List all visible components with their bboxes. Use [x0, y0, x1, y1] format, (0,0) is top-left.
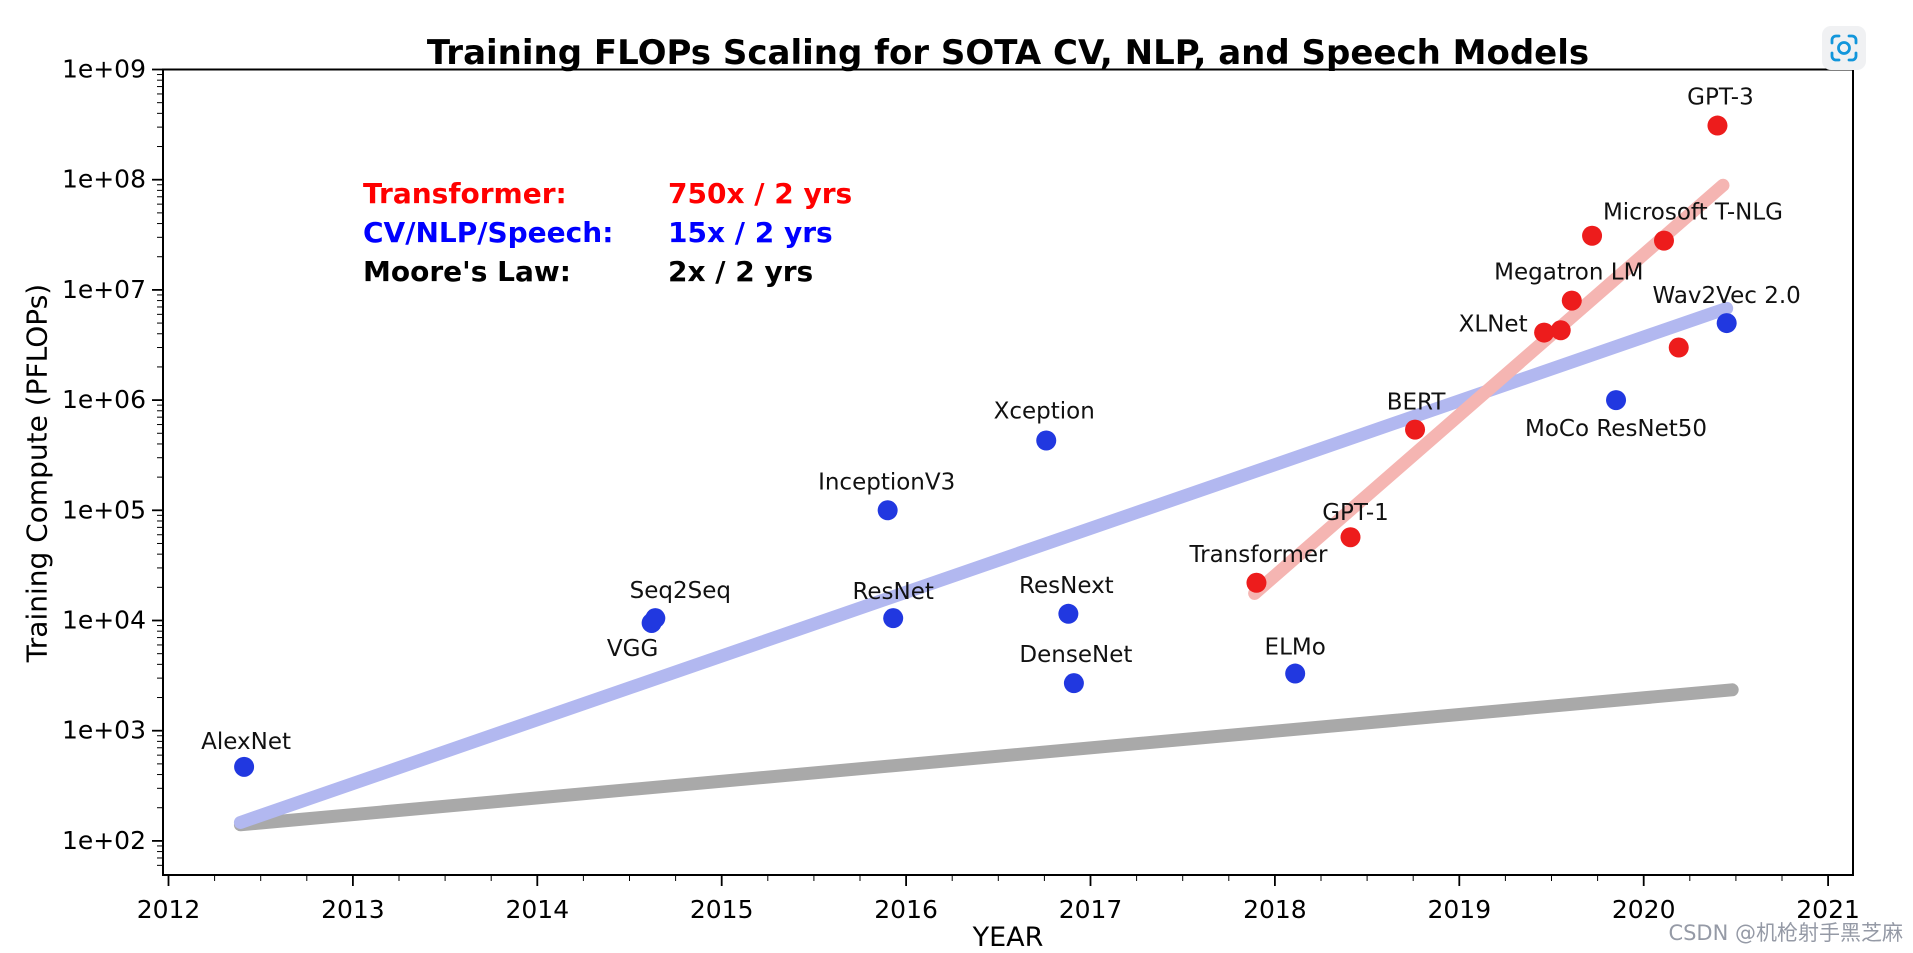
- plot-frame: [162, 68, 1854, 876]
- data-point-gpt-3: [1707, 115, 1728, 136]
- legend-row: CV/NLP/Speech: 15x / 2 yrs: [363, 213, 852, 252]
- data-point-alexnet: [234, 756, 255, 777]
- trend-line-transformer: [1248, 178, 1730, 600]
- point-label: VGG: [607, 636, 658, 662]
- point-label: GPT-1: [1322, 500, 1389, 526]
- x-tick-label: 2019: [1427, 895, 1491, 924]
- point-label: Xception: [994, 398, 1095, 424]
- data-point-unlabeled: [1582, 225, 1603, 246]
- point-label: ELMo: [1265, 635, 1326, 661]
- point-label: Microsoft T-NLG: [1603, 200, 1783, 226]
- point-label: ResNext: [1019, 573, 1114, 599]
- data-point-bert: [1405, 419, 1426, 440]
- point-label: GPT-3: [1687, 85, 1754, 111]
- trend-line-moores-law: [233, 683, 1739, 832]
- data-point-transformer: [1246, 572, 1267, 593]
- watermark: CSDN @机枪射手黑芝麻: [1668, 921, 1903, 945]
- point-label: BERT: [1387, 390, 1447, 416]
- data-point-elmo: [1285, 663, 1306, 684]
- point-label: Wav2Vec 2.0: [1653, 283, 1801, 309]
- point-label: Transformer: [1188, 542, 1328, 568]
- x-tick-label: 2021: [1796, 895, 1860, 924]
- data-point-xlnet: [1534, 322, 1555, 343]
- y-tick-label: 1e+03: [62, 716, 146, 745]
- zoom-button[interactable]: [1822, 26, 1866, 70]
- trend-line-cv-nlp-speech: [233, 301, 1734, 829]
- x-tick-label: 2013: [321, 895, 385, 924]
- y-tick-label: 1e+08: [62, 165, 146, 194]
- x-axis-title: YEAR: [972, 922, 1044, 953]
- data-point-microsoft-t-nlg: [1653, 230, 1674, 251]
- expand-image-icon: [1830, 34, 1858, 62]
- data-point-seq2seq: [645, 608, 666, 629]
- point-label: AlexNet: [201, 729, 291, 755]
- point-label: XLNet: [1459, 312, 1528, 338]
- data-point-gpt-1: [1340, 527, 1361, 548]
- point-label: DenseNet: [1019, 642, 1132, 668]
- legend-series-name: Moore's Law:: [363, 255, 571, 288]
- data-point-wav2vec-2.0: [1716, 313, 1737, 334]
- x-tick-label: 2016: [874, 895, 938, 924]
- x-tick-label: 2018: [1243, 895, 1307, 924]
- y-tick-label: 1e+09: [62, 55, 146, 84]
- data-point-densenet: [1063, 673, 1084, 694]
- x-tick-label: 2014: [505, 895, 569, 924]
- y-tick-label: 1e+02: [62, 826, 146, 855]
- chart-legend: Transformer: 750x / 2 yrs CV/NLP/Speech: 15…: [363, 174, 852, 291]
- data-point-unlabeled: [1668, 337, 1689, 358]
- point-label: InceptionV3: [818, 469, 955, 495]
- legend-series-rate: 750x / 2 yrs: [668, 177, 853, 210]
- legend-series-name: CV/NLP/Speech:: [363, 216, 614, 249]
- legend-series-rate: 15x / 2 yrs: [668, 216, 833, 249]
- legend-row: Moore's Law: 2x / 2 yrs: [363, 252, 852, 291]
- point-label: Seq2Seq: [630, 578, 731, 604]
- y-tick-label: 1e+04: [62, 606, 146, 635]
- chart-title: Training FLOPs Scaling for SOTA CV, NLP,…: [426, 33, 1590, 73]
- legend-series-name: Transformer:: [363, 177, 567, 210]
- y-tick-label: 1e+05: [62, 495, 146, 524]
- data-point-resnext: [1058, 603, 1079, 624]
- data-point-inceptionv3: [877, 500, 898, 521]
- legend-series-rate: 2x / 2 yrs: [668, 255, 814, 288]
- data-point-unlabeled: [1550, 320, 1571, 341]
- x-tick-label: 2020: [1612, 895, 1676, 924]
- point-label: Megatron LM: [1494, 260, 1643, 286]
- x-tick-label: 2012: [137, 895, 201, 924]
- x-tick-label: 2017: [1059, 895, 1123, 924]
- data-point-moco-resnet50: [1606, 390, 1627, 411]
- data-point-xception: [1036, 430, 1057, 451]
- data-point-megatron-lm: [1561, 290, 1582, 311]
- point-label: MoCo ResNet50: [1525, 416, 1707, 442]
- y-tick-label: 1e+06: [62, 385, 146, 414]
- legend-row: Transformer: 750x / 2 yrs: [363, 174, 852, 213]
- data-point-resnet: [883, 608, 904, 629]
- point-label: ResNet: [852, 579, 933, 605]
- x-tick-label: 2015: [690, 895, 754, 924]
- y-tick-label: 1e+07: [62, 275, 146, 304]
